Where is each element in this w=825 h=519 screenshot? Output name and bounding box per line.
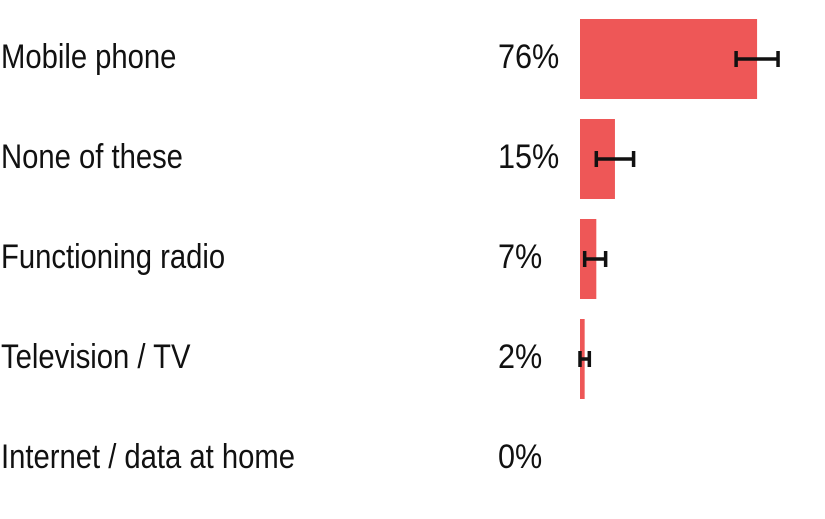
value-label: 76% xyxy=(498,38,559,76)
category-label: Internet / data at home xyxy=(1,437,295,476)
category-label: Mobile phone xyxy=(1,37,176,76)
value-label: 0% xyxy=(498,438,542,476)
value-label: 7% xyxy=(498,238,542,276)
value-label: 15% xyxy=(498,138,559,176)
category-label: Functioning radio xyxy=(1,237,225,276)
category-label: Television / TV xyxy=(1,337,190,376)
value-label: 2% xyxy=(498,338,542,376)
category-label: None of these xyxy=(1,137,183,176)
bar xyxy=(580,19,758,99)
